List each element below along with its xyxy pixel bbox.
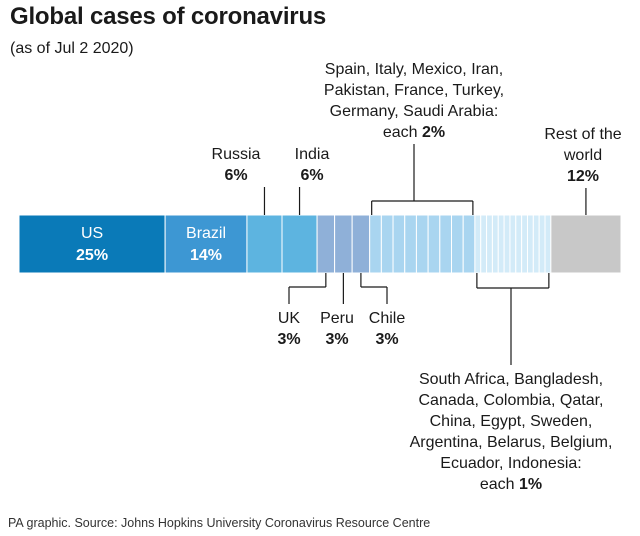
bar-segment-iran [404, 214, 417, 274]
bar-segment-mexico [392, 214, 406, 274]
callout-one-pct-line-1: South Africa, Bangladesh, [419, 371, 603, 388]
bar-segment-turkey [439, 214, 453, 274]
bar-segment-uk [316, 214, 336, 274]
segment-value-us: 25% [76, 247, 108, 264]
bar-segment-china [503, 214, 511, 274]
callout-india-line-1: India [295, 146, 330, 163]
bar-segment-peru [334, 214, 353, 274]
bar-segment-qatar [497, 214, 505, 274]
callout-peru-line-1: Peru [320, 310, 354, 327]
segment-value-brazil: 14% [190, 247, 222, 264]
chart-subtitle: (as of Jul 2 2020) [10, 40, 134, 57]
callout-one-pct-line-4: Argentina, Belarus, Belgium, [410, 434, 613, 451]
segment-label-brazil: Brazil [186, 225, 226, 242]
bar-segment-india [281, 214, 318, 274]
callout-two-pct-value: each 2% [383, 124, 445, 141]
callout-two-pct-line-2: Pakistan, France, Turkey, [324, 82, 504, 99]
bar-segment-canada [486, 214, 493, 274]
callout-russia-value: 6% [224, 167, 247, 184]
callout-one-pct-percent: 1% [519, 476, 542, 493]
bar-segment-us [18, 214, 166, 274]
callout-one-pct-line-2: Canada, Colombia, Qatar, [419, 392, 604, 409]
bar-segment-argentina [521, 214, 528, 274]
callout-chile-percent: 3% [375, 331, 398, 348]
callout-peru-value: 3% [325, 331, 348, 348]
callout-two-pct-each: each [383, 124, 422, 141]
segment-label-us: US [81, 225, 103, 242]
bar-segment-italy [380, 214, 394, 274]
bar-segment-germany [451, 214, 464, 274]
bar-segment-brazil [164, 214, 248, 274]
bar-segment-colombia [491, 214, 499, 274]
source-footer: PA graphic. Source: Johns Hopkins Univer… [8, 516, 431, 530]
callout-uk-line-1: UK [278, 310, 301, 327]
bar-segment-sweden [515, 214, 523, 274]
callout-two-pct-line-3: Germany, Saudi Arabia: [330, 103, 499, 120]
callout-one-pct-line-3: China, Egypt, Sweden, [430, 413, 593, 430]
bar-segment-chile [351, 214, 371, 274]
callout-chile-line-1: Chile [369, 310, 406, 327]
bar-segment-russia [246, 214, 283, 274]
callout-india-value: 6% [300, 167, 323, 184]
callout-uk-percent: 3% [277, 331, 300, 348]
bar-segment-rest-of-the-world [550, 214, 622, 274]
callout-one-pct-value: each 1% [480, 476, 542, 493]
callout-one-pct-line-5: Ecuador, Indonesia: [440, 455, 581, 472]
callout-uk-value: 3% [277, 331, 300, 348]
chart-title: Global cases of coronavirus [10, 3, 327, 30]
bar-segment-pakistan [415, 214, 429, 274]
bar-segment-saudi-arabia [462, 214, 476, 274]
callout-one-pct-each: each [480, 476, 519, 493]
bar-segment-south-africa [474, 214, 482, 274]
callout-rest-line-2: world [563, 147, 602, 164]
callout-two-pct-line-1: Spain, Italy, Mexico, Iran, [325, 61, 503, 78]
bar-segment-bangladesh [480, 214, 488, 274]
callout-two-pct-percent: 2% [422, 124, 445, 141]
callout-rest-percent: 12% [567, 168, 599, 185]
bar-segment-egypt [509, 214, 517, 274]
bar-segment-belarus [526, 214, 534, 274]
bar-segment-france [427, 214, 441, 274]
bar-segment-spain [369, 214, 382, 274]
callout-india-percent: 6% [300, 167, 323, 184]
callout-rest-line-1: Rest of the [544, 126, 621, 143]
callout-russia-line-1: Russia [212, 146, 261, 163]
bar-segment-ecuador [538, 214, 546, 274]
callout-russia-percent: 6% [224, 167, 247, 184]
bar-segment-belgium [532, 214, 540, 274]
bar-segment-indonesia [544, 214, 552, 274]
callout-chile-value: 3% [375, 331, 398, 348]
callout-rest-value: 12% [567, 168, 599, 185]
callout-peru-percent: 3% [325, 331, 348, 348]
